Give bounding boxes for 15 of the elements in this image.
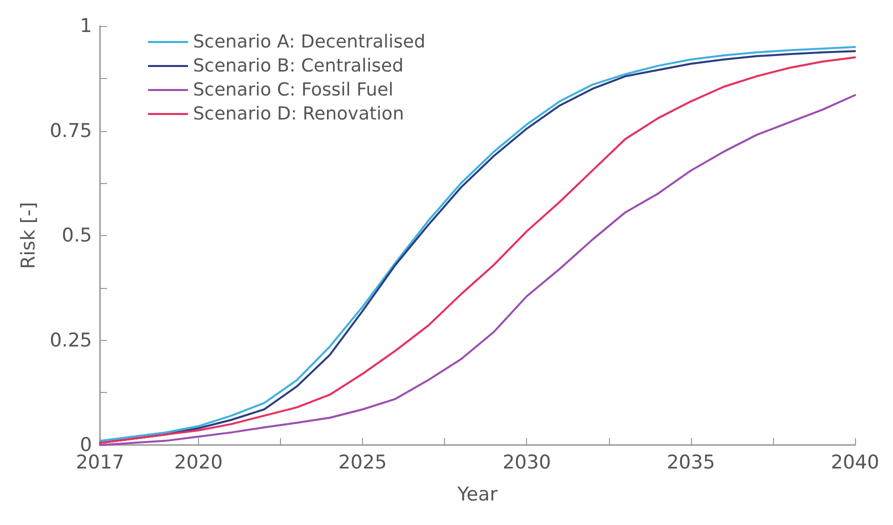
legend-label: Scenario B: Centralised	[193, 56, 404, 76]
y-tick-label: 1	[80, 15, 92, 37]
x-tick-label: 2030	[502, 452, 551, 474]
y-tick-label: 0.5	[62, 224, 92, 246]
x-tick-label: 2020	[174, 452, 223, 474]
legend-label: Scenario A: Decentralised	[193, 32, 426, 52]
y-axis-title: Risk [-]	[18, 202, 40, 270]
x-tick-label: 2025	[338, 452, 387, 474]
legend-label: Scenario C: Fossil Fuel	[193, 80, 394, 100]
y-tick-label: 0.25	[50, 329, 92, 352]
x-tick-label: 2040	[830, 452, 880, 474]
x-axis-title: Year	[456, 484, 498, 506]
y-tick-label: 0.75	[50, 120, 92, 142]
x-tick-label: 2035	[666, 452, 716, 474]
legend-label: Scenario D: Renovation	[193, 104, 404, 124]
